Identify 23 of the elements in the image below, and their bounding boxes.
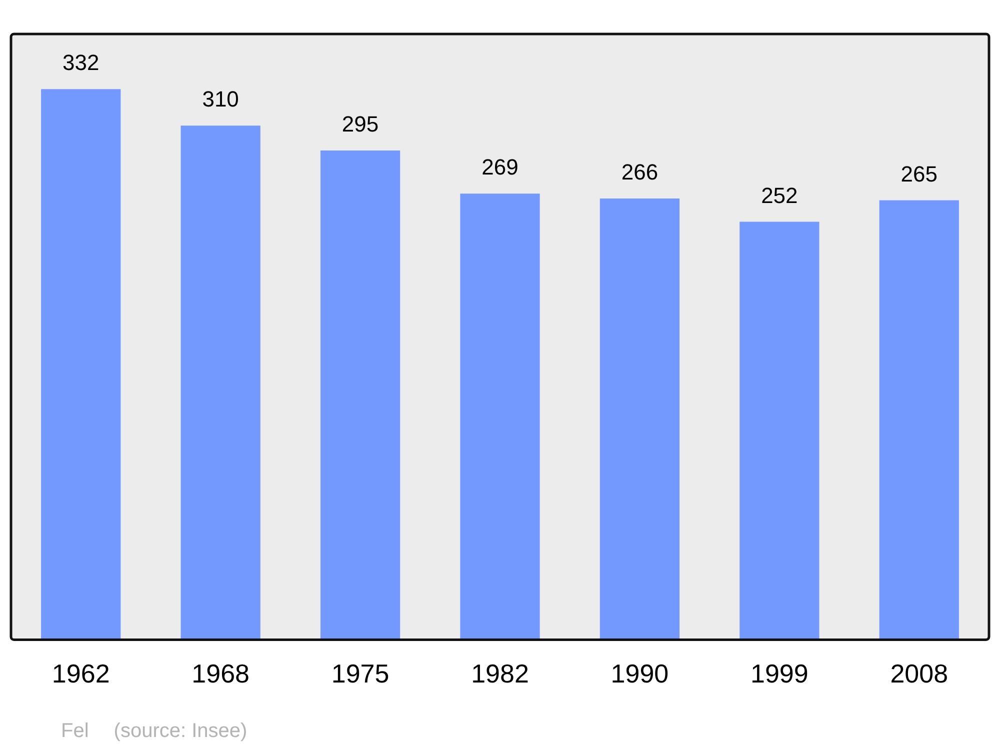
x-tick-label: 1999: [750, 658, 808, 689]
data-label: 310: [202, 86, 239, 112]
bar: [740, 222, 820, 640]
bar: [41, 89, 121, 640]
x-tick-label: 2008: [890, 658, 948, 689]
x-tick-label: 1975: [331, 658, 390, 689]
data-label: 252: [761, 182, 798, 208]
x-tick-label: 1982: [471, 658, 529, 689]
bar: [320, 150, 400, 640]
bar: [180, 126, 260, 640]
text: (source: Insee): [114, 720, 248, 742]
data-label: 332: [62, 50, 100, 76]
data-label: 269: [482, 154, 518, 180]
bar: [460, 194, 540, 640]
x-tick-label: 1968: [192, 658, 250, 689]
text: Fel: [61, 720, 89, 742]
bar: [879, 200, 959, 640]
x-tick-label: 1962: [52, 658, 110, 689]
bar: [600, 198, 680, 640]
data-label: 265: [900, 161, 938, 186]
x-tick-label: 1990: [610, 658, 669, 689]
data-label: 295: [342, 112, 379, 137]
data-label: 266: [621, 160, 658, 185]
